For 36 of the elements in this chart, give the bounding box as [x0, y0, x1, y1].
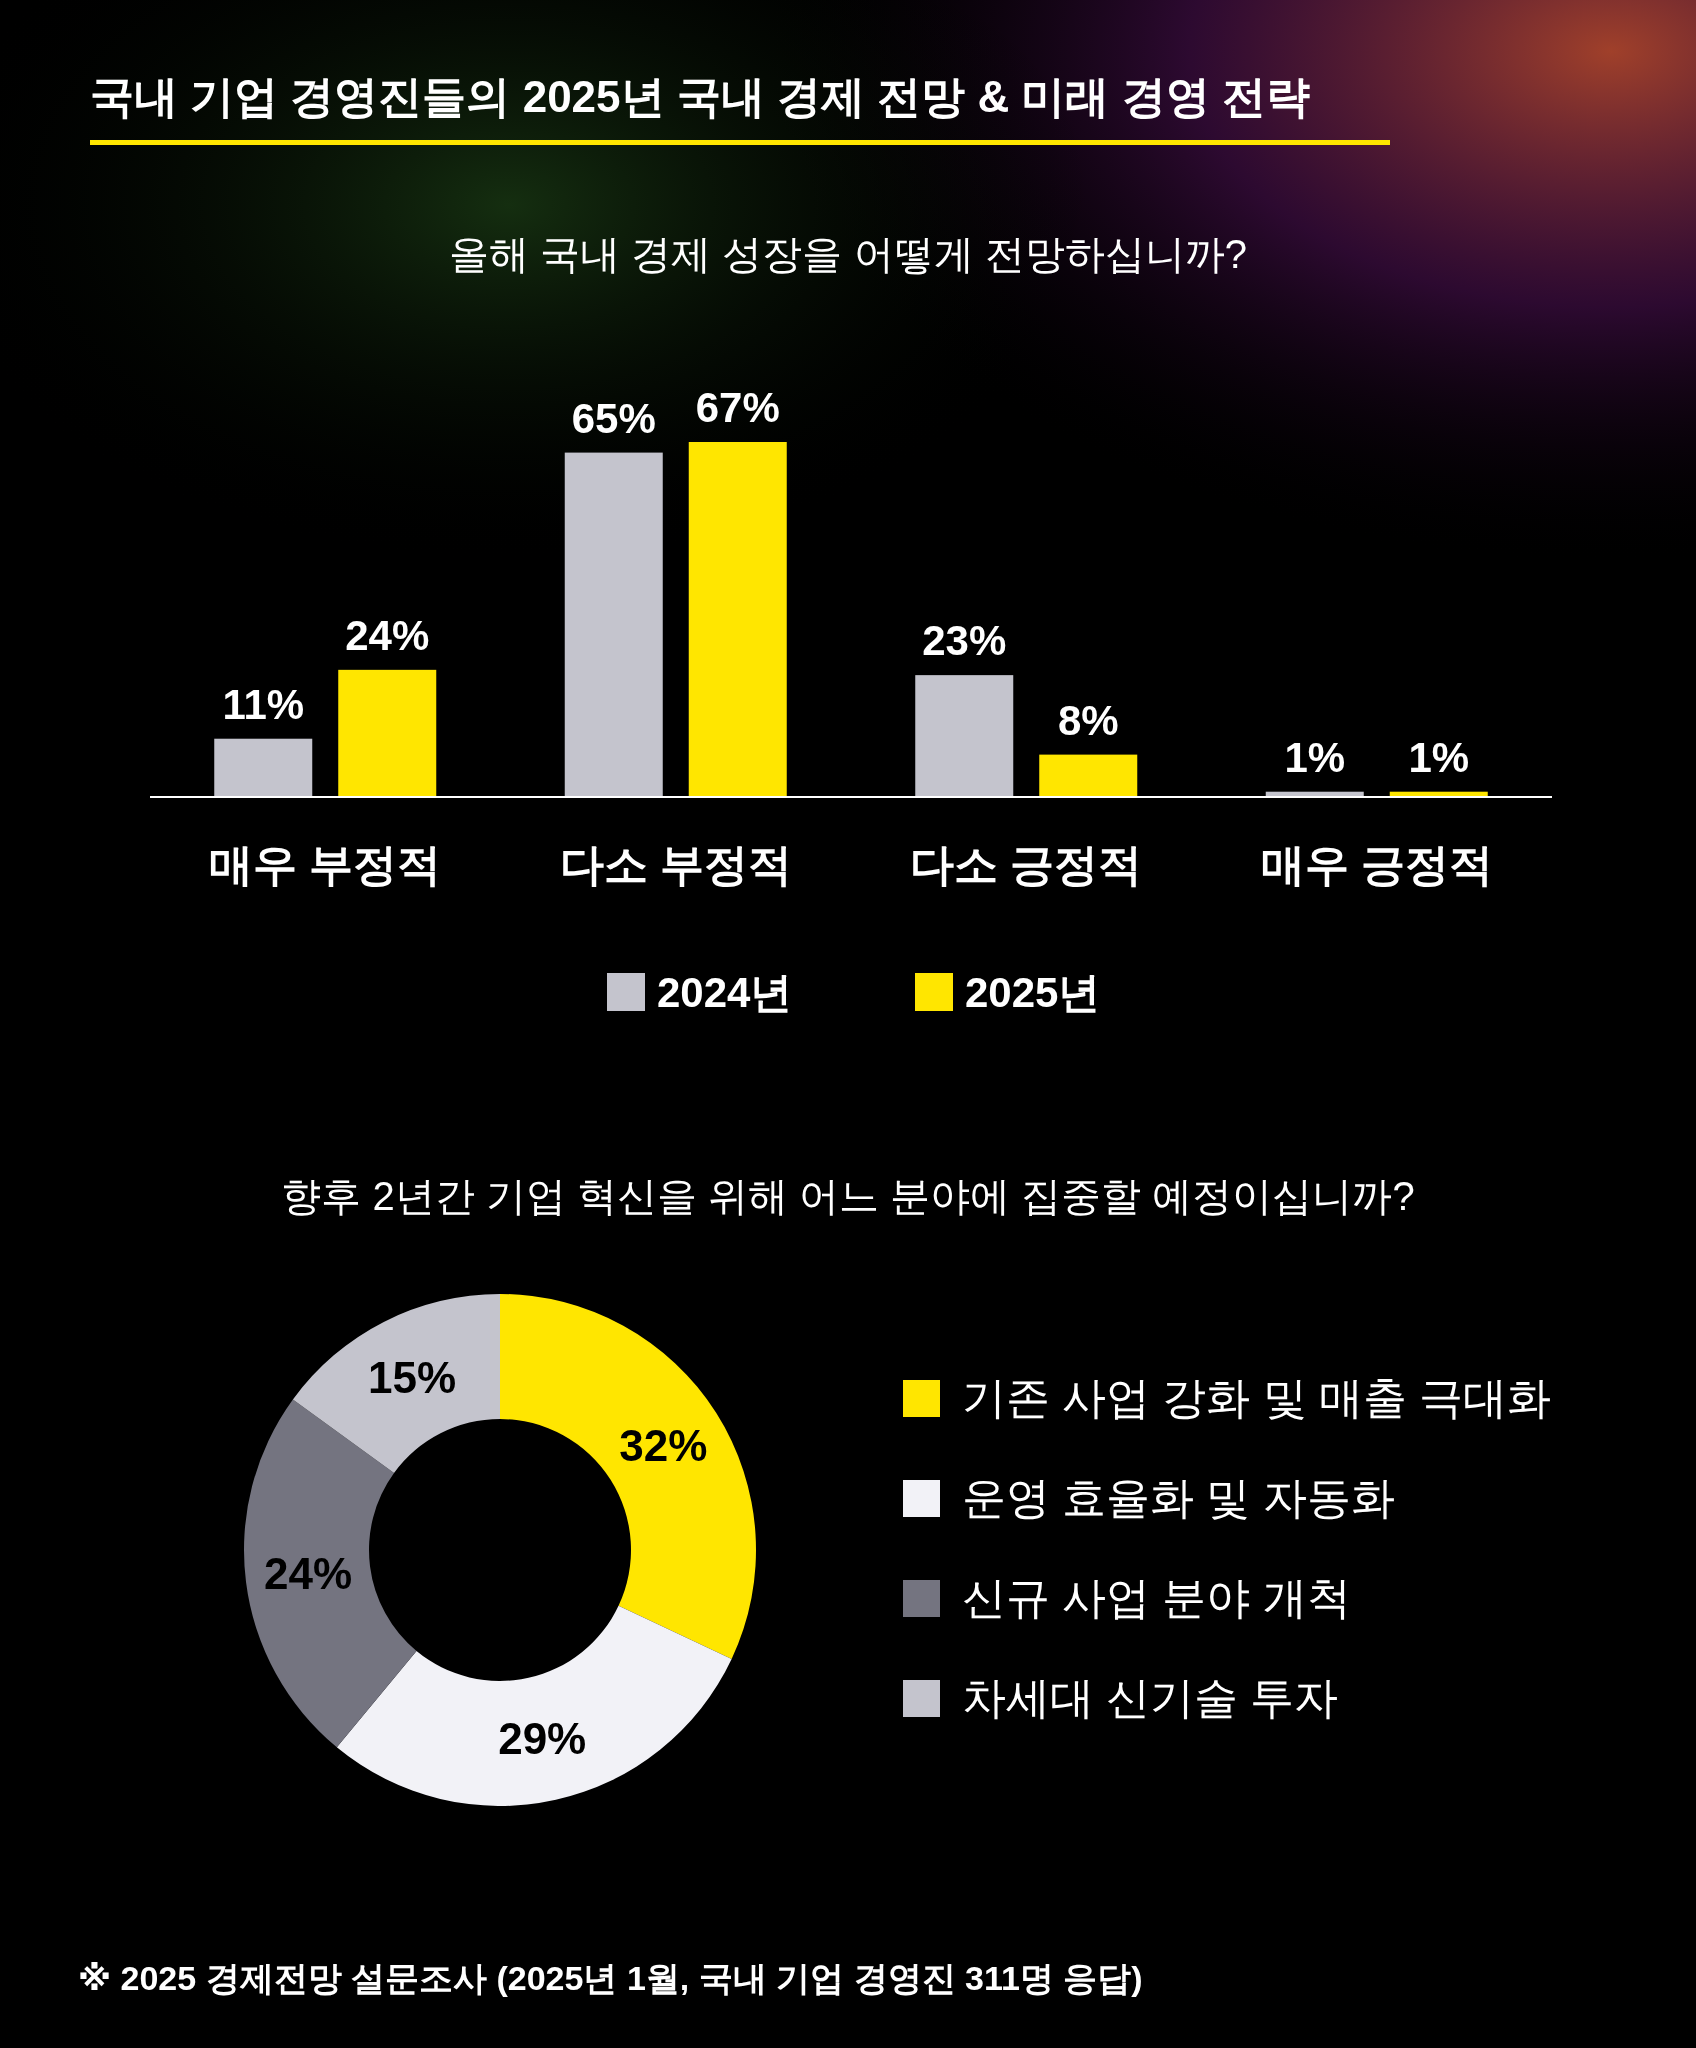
bar [214, 738, 313, 797]
data-label: 1% [1408, 733, 1470, 781]
data-label: 65% [571, 394, 656, 442]
data-label: 23% [922, 617, 1007, 665]
chart-title: 향후 2년간 기업 혁신을 위해 어느 분야에 집중할 예정이십니까? [281, 1174, 1415, 1218]
donut-slice [336, 1605, 732, 1806]
data-label: 15% [368, 1352, 457, 1402]
x-tick-label: 매우 부정적 [209, 840, 442, 889]
x-tick-label: 매우 긍정적 [1260, 840, 1493, 889]
legend-label: 운영 효율화 및 자동화 [962, 1473, 1395, 1522]
bar [1039, 754, 1138, 797]
data-label: 32% [619, 1421, 708, 1471]
legend-label: 차세대 신기술 투자 [962, 1673, 1339, 1722]
donut-slice [292, 1294, 500, 1473]
data-label: 24% [345, 611, 430, 659]
bar [564, 452, 663, 797]
x-tick-label: 다소 긍정적 [910, 840, 1143, 889]
chart-subtitle: 올해 국내 경제 성장을 어떻게 전망하십니까? [449, 232, 1247, 276]
legend-label: 2024년 [657, 969, 793, 1016]
data-label: 24% [263, 1549, 353, 1599]
x-tick-label: 다소 부정적 [559, 840, 792, 889]
data-label: 29% [498, 1713, 587, 1763]
donut-slice [500, 1294, 756, 1659]
bar [688, 442, 787, 797]
bar [338, 669, 437, 797]
data-label: 11% [222, 680, 305, 728]
text: ※ 2025 경제전망 설문조사 (2025년 1월, 국내 기업 경영진 311명 응답) [78, 1959, 1143, 1997]
bar [915, 675, 1014, 797]
data-label: 67% [695, 384, 780, 431]
donut-slice [244, 1399, 417, 1748]
data-label: 8% [1057, 696, 1119, 744]
legend-label: 신규 사업 분야 개척 [962, 1573, 1351, 1622]
data-label: 1% [1284, 733, 1346, 781]
legend-label: 기존 사업 강화 및 매출 극대화 [962, 1373, 1552, 1422]
chart-title: 국내 기업 경영진들의 2025년 국내 경제 전망 & 미래 경영 전략 [90, 72, 1310, 121]
legend-label: 2025년 [965, 969, 1101, 1016]
